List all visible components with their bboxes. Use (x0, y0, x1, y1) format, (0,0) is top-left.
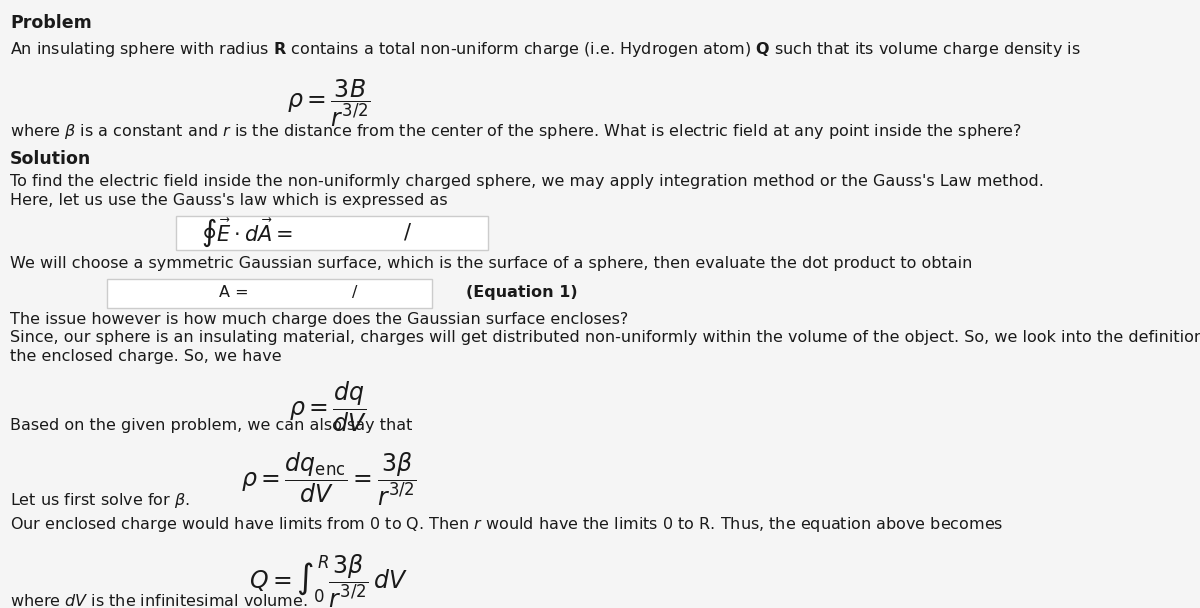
FancyBboxPatch shape (107, 278, 432, 308)
FancyBboxPatch shape (176, 216, 487, 250)
Text: where $\beta$ is a constant and $r$ is the distance from the center of the spher: where $\beta$ is a constant and $r$ is t… (10, 122, 1022, 142)
Text: Here, let us use the Gauss's law which is expressed as: Here, let us use the Gauss's law which i… (10, 193, 448, 208)
Text: An insulating sphere with radius $\mathbf{R}$ contains a total non-uniform charg: An insulating sphere with radius $\mathb… (10, 40, 1081, 59)
Text: $\oint \vec{E} \cdot d\vec{A} =$: $\oint \vec{E} \cdot d\vec{A} =$ (200, 216, 293, 249)
Text: Our enclosed charge would have limits from 0 to Q. Then $r$ would have the limit: Our enclosed charge would have limits fr… (10, 515, 1003, 534)
Text: A =: A = (218, 285, 248, 300)
Text: We will choose a symmetric Gaussian surface, which is the surface of a sphere, t: We will choose a symmetric Gaussian surf… (10, 257, 972, 271)
Text: /: / (352, 285, 358, 300)
Text: Problem: Problem (10, 14, 91, 32)
Text: Since, our sphere is an insulating material, charges will get distributed non-un: Since, our sphere is an insulating mater… (10, 330, 1200, 345)
Text: /: / (403, 223, 410, 243)
Text: $\rho = \dfrac{dq}{dV}$: $\rho = \dfrac{dq}{dV}$ (289, 379, 368, 434)
Text: $Q = \int_0^R \dfrac{3\beta}{r^{3/2}}\, dV$: $Q = \int_0^R \dfrac{3\beta}{r^{3/2}}\, … (250, 552, 408, 608)
Text: where $dV$ is the infinitesimal volume.: where $dV$ is the infinitesimal volume. (10, 593, 307, 608)
Text: Solution: Solution (10, 150, 91, 168)
Text: (Equation 1): (Equation 1) (466, 285, 577, 300)
Text: the enclosed charge. So, we have: the enclosed charge. So, we have (10, 348, 282, 364)
Text: $\rho = \dfrac{3B}{r^{3/2}}$: $\rho = \dfrac{3B}{r^{3/2}}$ (287, 77, 371, 129)
Text: The issue however is how much charge does the Gaussian surface encloses?: The issue however is how much charge doe… (10, 311, 628, 326)
Text: $\rho = \dfrac{dq_{\mathrm{enc}}}{dV} = \dfrac{3\beta}{r^{3/2}}$: $\rho = \dfrac{dq_{\mathrm{enc}}}{dV} = … (241, 450, 416, 508)
Text: Let us first solve for $\beta$.: Let us first solve for $\beta$. (10, 491, 190, 510)
Text: To find the electric field inside the non-uniformly charged sphere, we may apply: To find the electric field inside the no… (10, 174, 1044, 190)
Text: Based on the given problem, we can also say that: Based on the given problem, we can also … (10, 418, 413, 433)
